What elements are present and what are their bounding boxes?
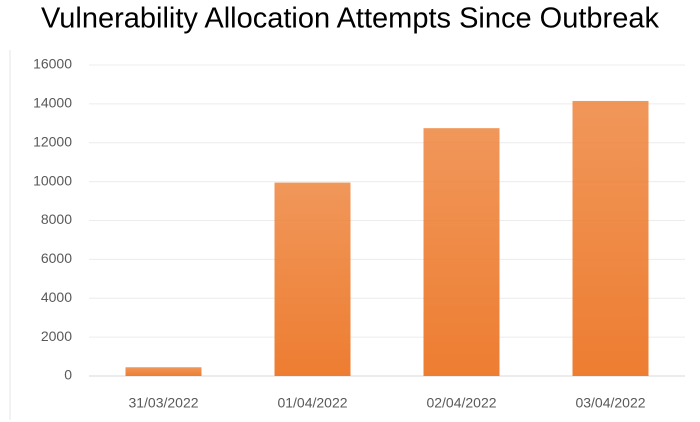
bar: [125, 367, 202, 376]
y-tick-label: 12000: [33, 133, 72, 149]
bar: [423, 128, 500, 376]
bar: [274, 182, 351, 376]
y-tick-label: 4000: [41, 289, 72, 305]
y-tick-label: 2000: [41, 328, 72, 344]
y-tick-label: 14000: [33, 95, 72, 111]
y-tick-label: 6000: [41, 250, 72, 266]
x-tick-label: 31/03/2022: [128, 395, 198, 411]
x-tick-label: 02/04/2022: [426, 395, 496, 411]
y-tick-label: 10000: [33, 172, 72, 188]
y-tick-label: 8000: [41, 211, 72, 227]
bar: [572, 100, 649, 376]
x-tick-label: 03/04/2022: [575, 395, 645, 411]
y-tick-label: 0: [64, 367, 72, 383]
x-tick-label: 01/04/2022: [277, 395, 347, 411]
y-tick-label: 16000: [33, 56, 72, 72]
chart-title: Vulnerability Allocation Attempts Since …: [41, 3, 659, 35]
